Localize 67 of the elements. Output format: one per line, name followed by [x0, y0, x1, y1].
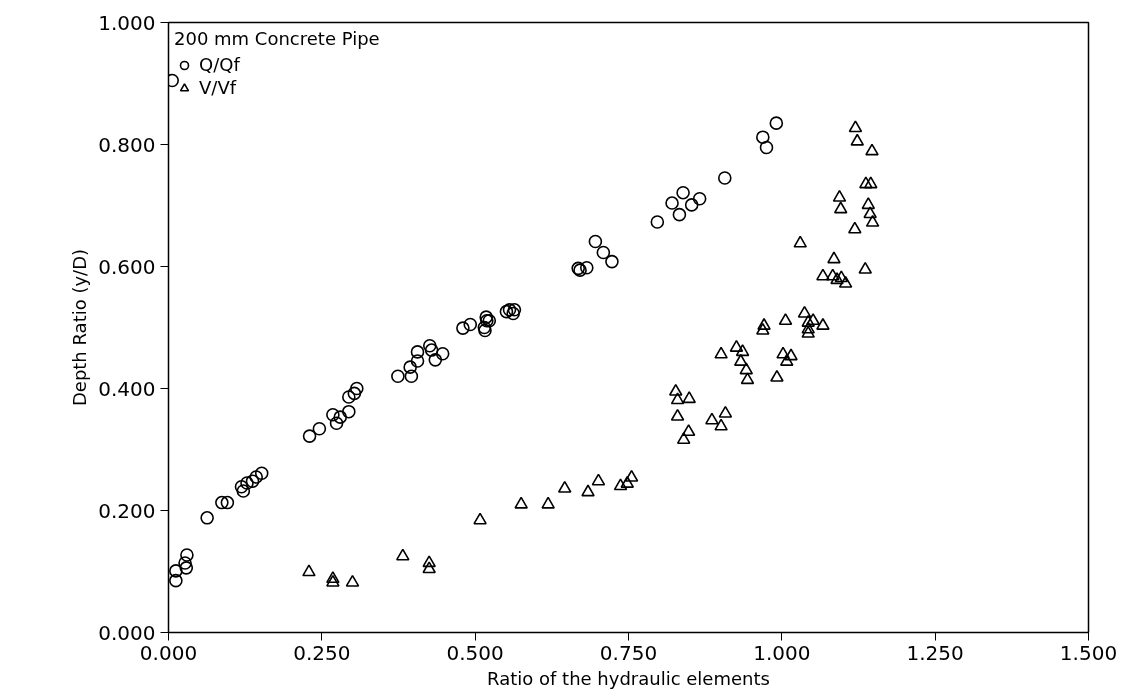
- point: [463, 317, 478, 332]
- point: [605, 254, 619, 269]
- y-tick-label: 1.000: [98, 10, 156, 35]
- point: [347, 386, 362, 401]
- point: [236, 484, 251, 498]
- x-tick-label: 0.250: [293, 640, 351, 665]
- x-tick-label: 1.000: [753, 640, 811, 665]
- point: [240, 476, 254, 490]
- y-tick-label: 0.400: [98, 376, 156, 401]
- point: [506, 306, 520, 321]
- point: [769, 116, 784, 130]
- point: [756, 130, 770, 144]
- point: [215, 495, 229, 510]
- point: [410, 345, 425, 359]
- point: [169, 573, 183, 588]
- point: [403, 360, 417, 374]
- point: [456, 321, 470, 335]
- point: [245, 474, 260, 489]
- point: [391, 369, 405, 384]
- point: [579, 260, 594, 275]
- point: [428, 353, 443, 367]
- legend-title: 200 mm Concrete Pipe: [174, 28, 380, 49]
- point: [200, 511, 214, 525]
- point: [249, 470, 264, 484]
- x-tick-label: 1.250: [906, 640, 964, 665]
- point: [254, 466, 269, 481]
- y-tick-label: 0.800: [98, 132, 156, 157]
- x-tick-label: 1.500: [1059, 640, 1118, 665]
- point: [588, 234, 603, 249]
- point: [179, 561, 194, 575]
- point: [234, 479, 249, 494]
- point: [435, 346, 450, 361]
- point: [422, 339, 437, 353]
- point: [333, 410, 348, 424]
- point: [759, 140, 774, 155]
- legend-label: V/Vf: [199, 77, 237, 98]
- point: [507, 303, 522, 317]
- point: [424, 343, 439, 357]
- point: [302, 429, 317, 443]
- x-tick-label: 0.500: [446, 640, 504, 665]
- point: [684, 198, 699, 212]
- point: [169, 564, 183, 578]
- x-axis-title: Ratio of the hydraulic elements: [487, 667, 770, 689]
- legend-label: Q/Qf: [199, 54, 240, 75]
- point: [665, 196, 679, 210]
- point: [178, 556, 192, 570]
- point: [672, 207, 687, 222]
- y-tick-label: 0.600: [98, 254, 156, 279]
- point: [329, 416, 344, 431]
- point: [312, 421, 327, 436]
- point: [326, 407, 340, 422]
- point: [479, 310, 494, 324]
- point: [404, 369, 419, 384]
- point: [349, 381, 364, 396]
- point: [676, 185, 690, 200]
- point: [596, 245, 611, 260]
- point: [180, 548, 194, 562]
- y-axis-title: Depth Ratio (y/D): [69, 248, 91, 407]
- x-tick-label: 0.750: [599, 640, 658, 665]
- point: [692, 192, 707, 206]
- point: [717, 171, 732, 185]
- point: [410, 354, 425, 368]
- point: [650, 215, 665, 229]
- point: [342, 404, 356, 419]
- point: [220, 495, 235, 510]
- point: [342, 390, 356, 404]
- y-tick-label: 0.200: [98, 498, 156, 523]
